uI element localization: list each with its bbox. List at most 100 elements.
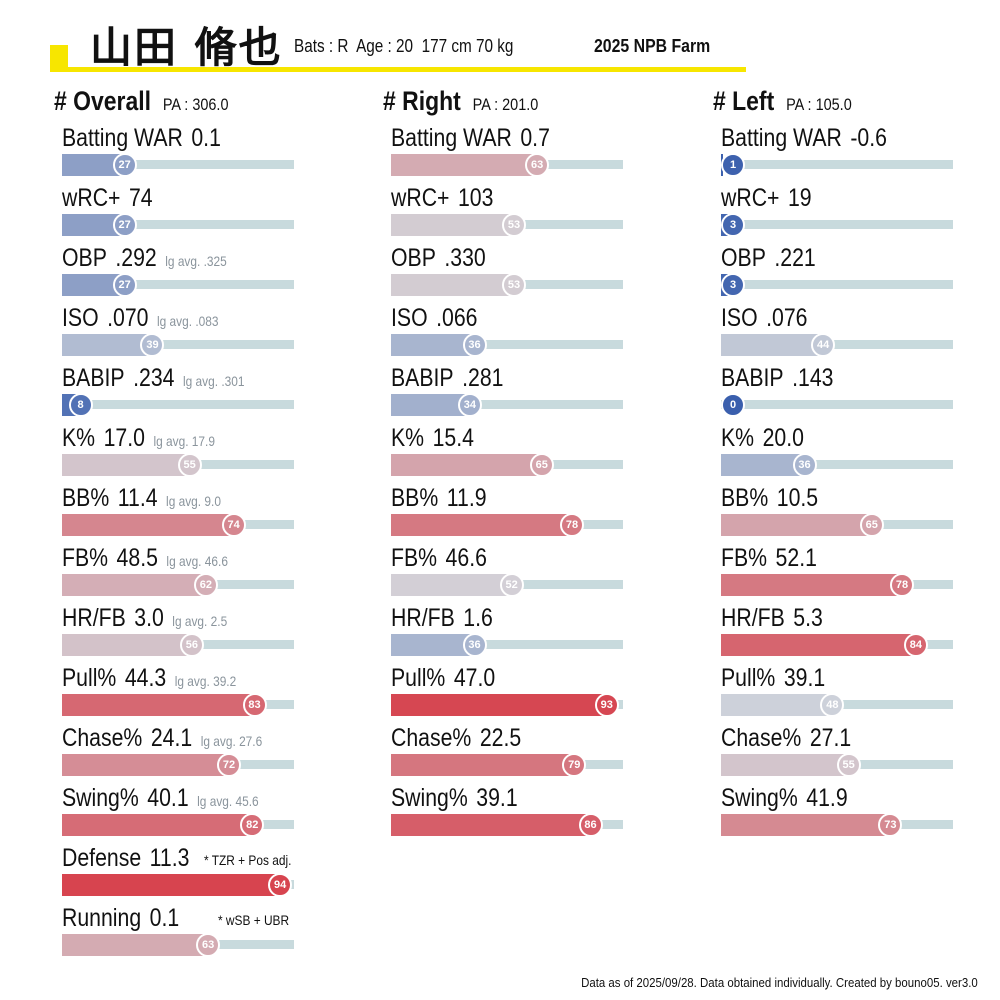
stat-value: 3.0 [134,604,164,632]
stat-label: ISO .070 lg avg. .083 [62,304,219,333]
stat-name: BABIP [62,364,125,392]
percentile-badge: 65 [859,513,884,537]
stat-label: Batting WAR -0.6 [721,124,887,153]
percentile-badge: 78 [559,513,584,537]
stat-name: Batting WAR [62,124,183,152]
percentile-badge: 27 [112,273,137,297]
percentile-bar [391,514,572,536]
stat-label: Pull% 39.1 [721,664,825,693]
stat-label: BABIP .234 lg avg. .301 [62,364,245,393]
percentile-badge: 0 [721,393,745,417]
stat-label: FB% 46.6 [391,544,487,573]
percentile-bar [62,274,125,296]
stat-row: OBP .330 53 [391,240,631,300]
percentile-bar [391,634,475,656]
stat-name: Swing% [391,784,468,812]
percentile-bar [62,454,190,476]
percentile-track [721,460,953,469]
percentile-badge: 65 [529,453,554,477]
stat-value: 10.5 [776,484,819,512]
percentile-bar [62,874,281,896]
stat-value: .292 [115,244,157,272]
percentile-badge: 62 [193,573,218,597]
stat-value: 24.1 [150,724,193,752]
percentile-badge: 72 [217,753,242,777]
percentile-badge: 3 [721,273,745,297]
percentile-bar [391,154,538,176]
stat-label: Batting WAR 0.1 [62,124,221,153]
stat-label: BABIP .281 [391,364,503,393]
stat-value: 22.5 [479,724,522,752]
league-average: lg avg. .325 [165,253,227,269]
percentile-track [62,220,294,229]
percentile-bar [721,454,805,476]
percentile-badge: 63 [196,933,221,957]
plate-appearances: PA : 201.0 [472,95,539,114]
stat-row: BABIP .143 0 [721,360,961,420]
stat-name: wRC+ [391,184,450,212]
stat-value: 11.4 [117,484,158,512]
percentile-badge: 34 [457,393,482,417]
stat-name: Chase% [391,724,472,752]
percentile-badge: 79 [562,753,587,777]
column-overall: # Overall PA : 306.0 Batting WAR 0.1 27 wRC+ 7… [54,86,354,966]
stat-label: BB% 10.5 [721,484,818,513]
stat-value: 5.3 [793,604,823,632]
stat-value: 15.4 [432,424,474,452]
stat-label: Pull% 44.3 lg avg. 39.2 [62,664,236,693]
stat-row: wRC+ 19 3 [721,180,961,240]
stat-name: Pull% [391,664,446,692]
stat-value: 40.1 [147,784,189,812]
stat-name: BABIP [391,364,454,392]
percentile-bar [62,814,253,836]
stat-row: Batting WAR 0.7 63 [391,120,631,180]
stat-name: wRC+ [62,184,121,212]
percentile-bar [391,814,591,836]
stat-name: K% [62,424,96,452]
stat-label: K% 15.4 [391,424,474,453]
stat-row: K% 20.0 36 [721,420,961,480]
stat-row: HR/FB 3.0 lg avg. 2.5 56 [62,600,302,660]
stat-value: .234 [133,364,175,392]
percentile-badge: 55 [836,753,861,777]
percentile-bar [721,754,849,776]
percentile-badge: 39 [140,333,165,357]
stat-value: .221 [774,244,816,272]
stat-row: FB% 48.5 lg avg. 46.6 62 [62,540,302,600]
stat-note: * wSB + UBR [218,912,290,928]
stat-row: Pull% 44.3 lg avg. 39.2 83 [62,660,302,720]
league-average: lg avg. 45.6 [197,793,259,809]
stat-name: BB% [391,484,439,512]
percentile-track [721,160,953,169]
stat-name: K% [721,424,755,452]
stat-label: K% 20.0 [721,424,804,453]
percentile-badge: 73 [878,813,903,837]
stat-label: Swing% 41.9 [721,784,848,813]
stat-value: 1.6 [463,604,493,632]
stat-value: -0.6 [850,124,887,152]
percentile-bar [391,214,514,236]
stat-row: wRC+ 103 53 [391,180,631,240]
stat-row: Swing% 40.1 lg avg. 45.6 82 [62,780,302,840]
stat-value: 103 [457,184,494,212]
stat-value: 11.9 [446,484,487,512]
percentile-bar [62,214,125,236]
percentile-bar [721,814,891,836]
stat-label: BB% 11.9 [391,484,487,513]
stat-name: FB% [721,544,768,572]
percentile-badge: 78 [889,573,914,597]
stat-name: wRC+ [721,184,780,212]
column-right: # Right PA : 201.0 Batting WAR 0.7 63 wRC+ 103… [383,86,683,966]
percentile-badge: 74 [221,513,246,537]
stat-value: .330 [444,244,486,272]
stat-row: HR/FB 1.6 36 [391,600,631,660]
stat-name: BB% [721,484,769,512]
stat-label: Chase% 24.1 lg avg. 27.6 [62,724,262,753]
accent-block [50,45,68,72]
percentile-track [721,280,953,289]
stat-value: .143 [792,364,834,392]
league-average: lg avg. 27.6 [200,733,263,749]
percentile-badge: 82 [240,813,265,837]
percentile-badge: 27 [112,213,137,237]
stat-value: .076 [766,304,808,332]
